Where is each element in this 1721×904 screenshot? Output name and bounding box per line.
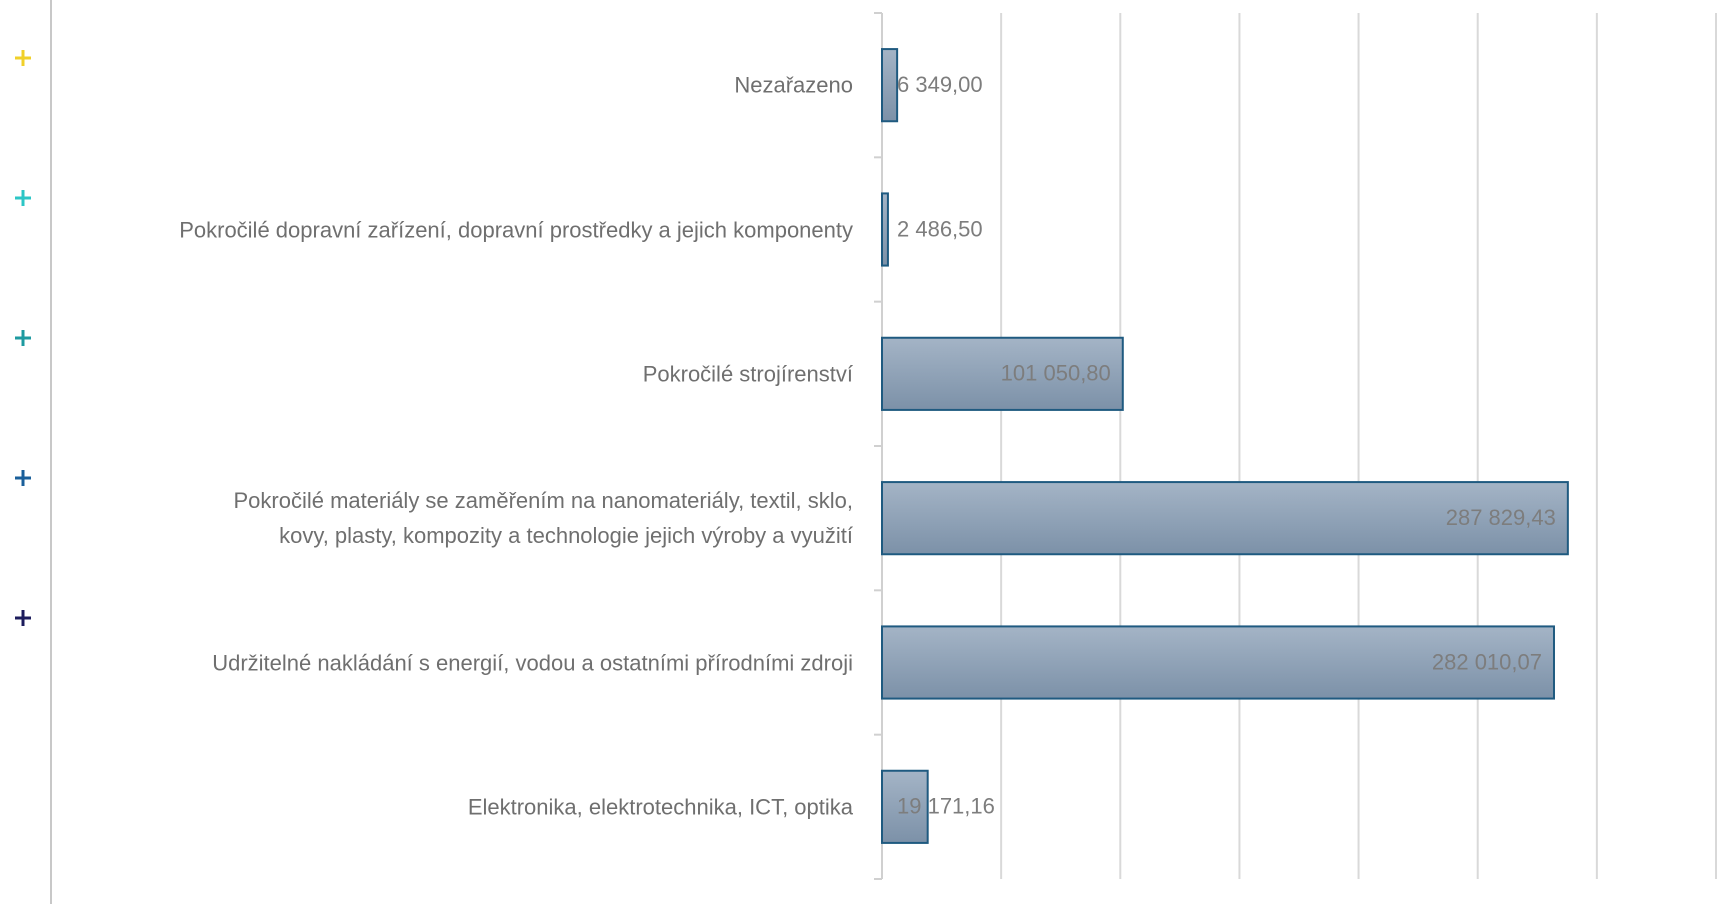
value-label: 287 829,43 xyxy=(1446,505,1556,530)
value-label: 6 349,00 xyxy=(897,72,983,97)
category-label: Nezařazeno xyxy=(734,72,853,98)
plus-icon[interactable] xyxy=(15,330,31,346)
category-label: Pokročilé dopravní zařízení, dopravní pr… xyxy=(179,217,853,242)
value-label: 19 171,16 xyxy=(897,794,995,819)
bar xyxy=(881,769,929,844)
plus-icon[interactable] xyxy=(15,50,31,66)
bar xyxy=(881,625,1555,700)
plus-icons xyxy=(15,50,31,626)
value-label: 101 050,80 xyxy=(1001,361,1111,386)
plus-icon[interactable] xyxy=(15,610,31,626)
category-label: Elektronika, elektrotechnika, ICT, optik… xyxy=(467,794,853,820)
bar xyxy=(881,336,1124,411)
category-label: Udržitelné nakládání s energií, vodou a … xyxy=(212,650,853,675)
value-label: 282 010,07 xyxy=(1432,649,1542,674)
bar xyxy=(881,48,899,123)
plus-icon[interactable] xyxy=(15,190,31,206)
category-label: Pokročilé materiály se zaměřením na nano… xyxy=(233,488,853,549)
value-label: 2 486,50 xyxy=(897,216,983,241)
plus-icon[interactable] xyxy=(15,470,31,486)
bar xyxy=(881,481,1569,556)
category-label: Pokročilé strojírenství xyxy=(642,361,853,387)
bar xyxy=(881,192,889,267)
